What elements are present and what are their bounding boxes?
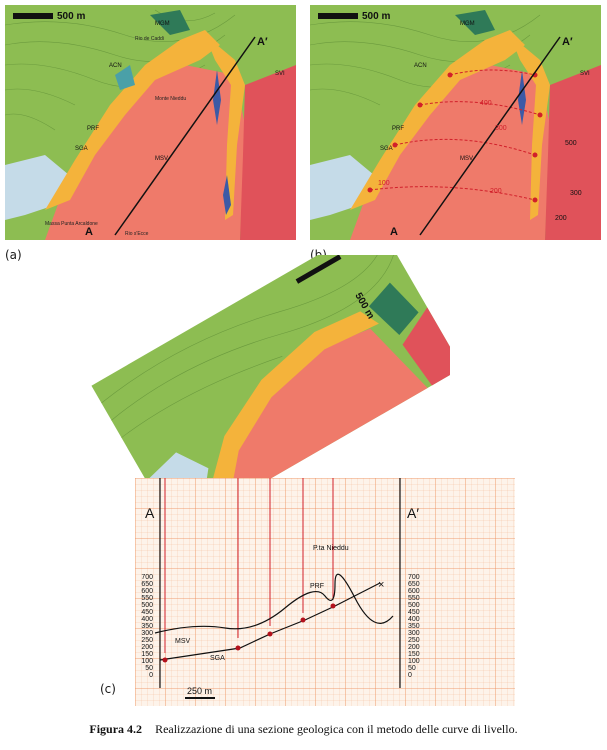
svg-text:200: 200 <box>408 644 420 651</box>
svg-text:400: 400 <box>141 616 153 623</box>
svg-text:250 m: 250 m <box>187 686 212 696</box>
svg-text:300: 300 <box>141 630 153 637</box>
svg-text:600: 600 <box>141 588 153 595</box>
svg-text:300: 300 <box>408 630 420 637</box>
svg-text:SGA: SGA <box>210 655 225 662</box>
svg-text:A: A <box>85 226 93 238</box>
svg-text:300: 300 <box>495 125 507 132</box>
svg-text:0: 0 <box>149 672 153 679</box>
svg-text:250: 250 <box>141 637 153 644</box>
svg-text:MGM: MGM <box>460 21 475 27</box>
svg-text:650: 650 <box>408 581 420 588</box>
svg-text:MGM: MGM <box>155 21 170 27</box>
svg-text:50: 50 <box>408 665 416 672</box>
svg-text:450: 450 <box>408 609 420 616</box>
svg-text:250: 250 <box>408 637 420 644</box>
svg-text:550: 550 <box>408 595 420 602</box>
svg-text:200: 200 <box>490 188 502 195</box>
svg-text:700: 700 <box>141 574 153 581</box>
svg-text:550: 550 <box>141 595 153 602</box>
svg-text:PRF: PRF <box>310 583 324 590</box>
svg-text:SGA: SGA <box>75 146 88 152</box>
geologic-map-b: 500 m A A′ MGM ACN PRF SGA MSV SVI 400 3… <box>310 5 601 240</box>
geologic-map-a: 500 m A A′ MGM ACN PRF SGA MSV SVI Monte… <box>5 5 296 240</box>
figure-caption-text: Realizzazione di una sezione geologica c… <box>155 722 518 736</box>
figure-number: Figura 4.2 <box>89 722 143 736</box>
svg-text:ACN: ACN <box>414 63 427 69</box>
svg-text:100: 100 <box>141 658 153 665</box>
rotated-map-c: 500 m <box>91 255 450 480</box>
svg-text:SGA: SGA <box>380 146 393 152</box>
svg-text:0: 0 <box>408 672 412 679</box>
svg-text:A: A <box>145 505 155 521</box>
svg-text:650: 650 <box>141 581 153 588</box>
svg-text:200: 200 <box>141 644 153 651</box>
svg-text:400: 400 <box>480 100 492 107</box>
svg-text:350: 350 <box>141 623 153 630</box>
svg-text:A′: A′ <box>562 36 573 48</box>
svg-text:Rio s'Ecce: Rio s'Ecce <box>125 231 149 237</box>
svg-text:150: 150 <box>141 651 153 658</box>
svg-text:500 m: 500 m <box>362 11 390 22</box>
svg-text:Rio de Caddi: Rio de Caddi <box>135 36 164 42</box>
svg-text:MSV: MSV <box>155 156 168 162</box>
svg-text:Monte Nieddu: Monte Nieddu <box>155 96 186 102</box>
svg-text:300: 300 <box>570 190 582 197</box>
svg-text:Massa Punta Arcaldone: Massa Punta Arcaldone <box>45 221 98 227</box>
svg-text:A′: A′ <box>407 505 419 521</box>
cross-section-graph: × A A′ P.ta Nieddu PRF MSV SGA 700 650 6… <box>135 478 515 706</box>
svg-text:SVI: SVI <box>580 71 590 77</box>
svg-text:MSV: MSV <box>460 156 473 162</box>
svg-text:A: A <box>390 226 398 238</box>
svg-text:PRF: PRF <box>87 126 99 132</box>
panel-a-label: (a) <box>5 248 22 262</box>
svg-text:P.ta Nieddu: P.ta Nieddu <box>313 545 349 552</box>
panel-c-label: (c) <box>100 682 116 696</box>
svg-text:500 m: 500 m <box>57 11 85 22</box>
svg-text:450: 450 <box>141 609 153 616</box>
svg-text:100: 100 <box>408 658 420 665</box>
svg-text:SVI: SVI <box>275 71 285 77</box>
svg-text:×: × <box>378 579 384 591</box>
svg-text:500: 500 <box>141 602 153 609</box>
svg-text:PRF: PRF <box>392 126 404 132</box>
svg-text:50: 50 <box>145 665 153 672</box>
figure-caption: Figura 4.2 Realizzazione di una sezione … <box>0 722 607 737</box>
svg-text:100: 100 <box>378 180 390 187</box>
svg-text:MSV: MSV <box>175 638 191 645</box>
svg-text:500: 500 <box>408 602 420 609</box>
svg-text:200: 200 <box>555 215 567 222</box>
svg-text:500: 500 <box>565 140 577 147</box>
svg-text:400: 400 <box>408 616 420 623</box>
svg-text:150: 150 <box>408 651 420 658</box>
svg-text:350: 350 <box>408 623 420 630</box>
svg-text:ACN: ACN <box>109 63 122 69</box>
svg-text:A′: A′ <box>257 36 268 48</box>
svg-text:700: 700 <box>408 574 420 581</box>
svg-text:600: 600 <box>408 588 420 595</box>
